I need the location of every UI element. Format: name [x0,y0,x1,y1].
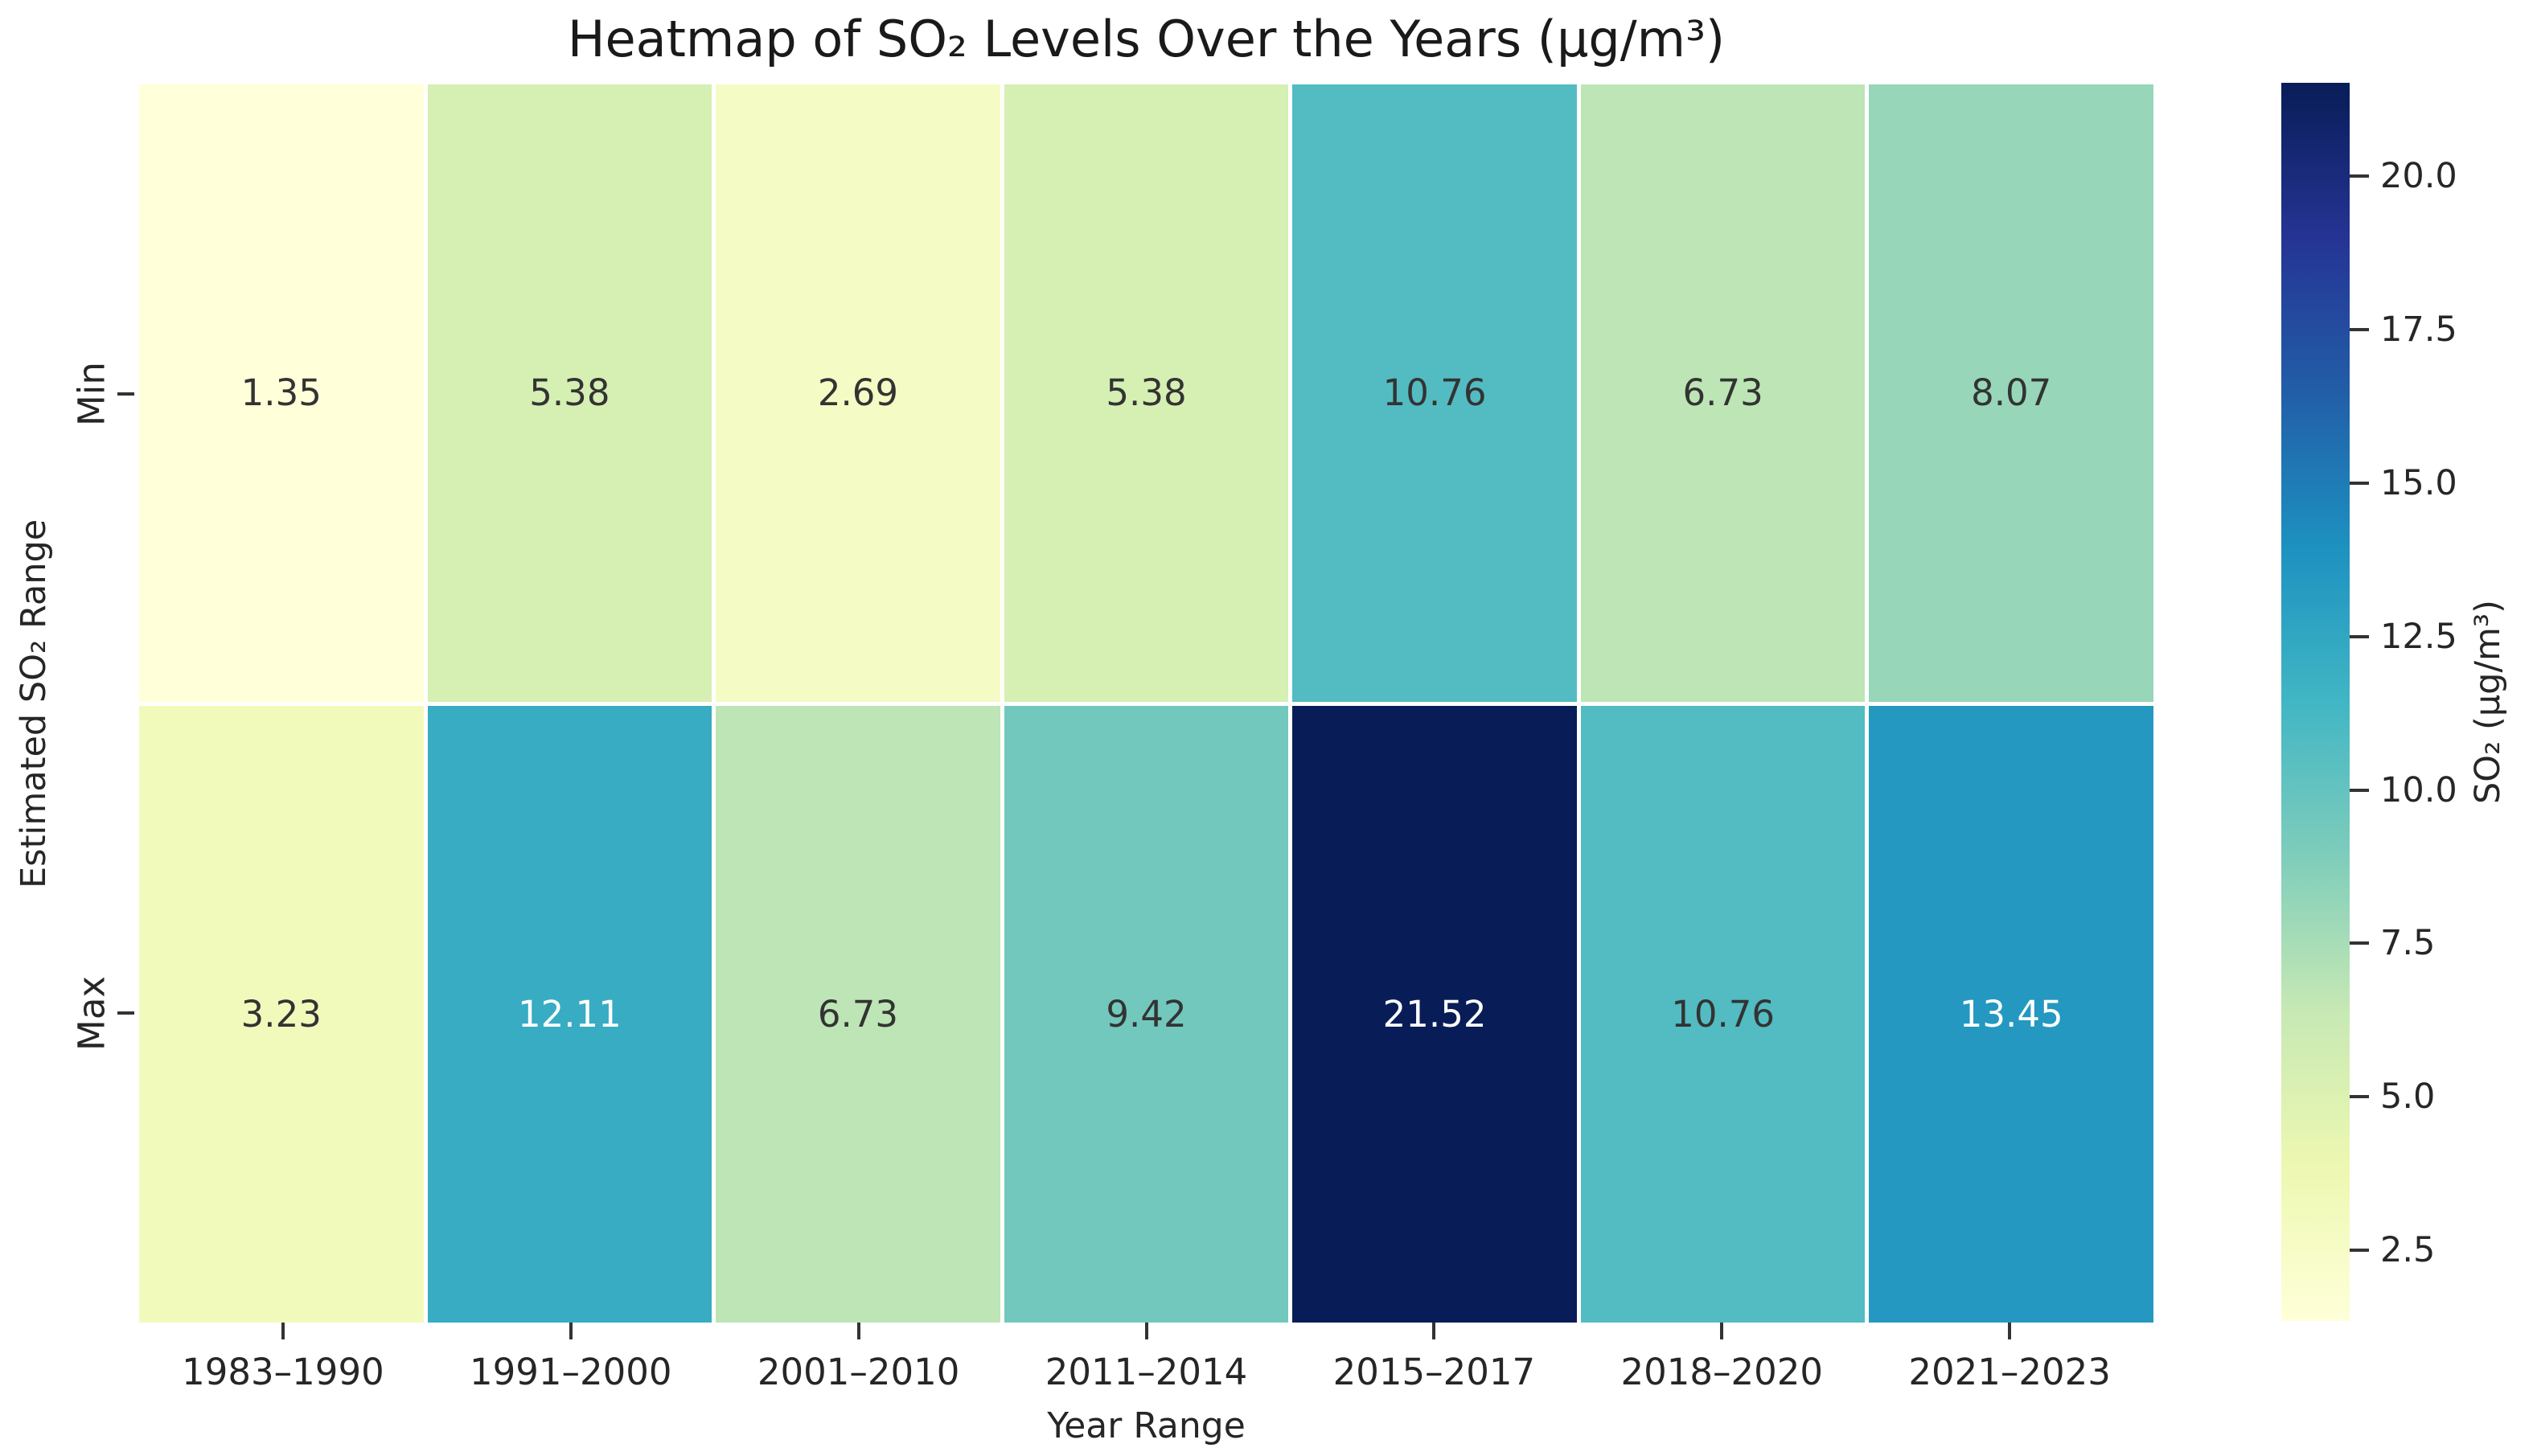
x-tick-label: 2018–2020 [1620,1351,1823,1393]
heatmap-cell-max-2015-2017: 21.52 [1292,705,1577,1323]
colorbar-tick-mark [2350,941,2369,945]
colorbar-tick-mark [2350,1249,2369,1253]
heatmap-cell-max-2021-2023: 13.45 [1869,705,2153,1323]
heatmap-cell-min-2018-2020: 6.73 [1580,84,1866,702]
colorbar-tick: 5.0 [2350,1077,2435,1117]
x-tick: 1991–2000 [427,1323,715,1393]
x-tick: 2021–2023 [1866,1323,2153,1393]
colorbar-tick: 2.5 [2350,1230,2435,1270]
heatmap-grid: 1.35 5.38 2.69 5.38 10.76 6.73 8.07 3.23… [139,84,2153,1323]
y-tick-label-max: Max [70,975,113,1051]
heatmap-cell-min-2011-2014: 5.38 [1004,84,1289,702]
x-tick-label: 2015–2017 [1332,1351,1536,1393]
x-tick: 2018–2020 [1578,1323,1866,1393]
colorbar-tick-label: 12.5 [2380,616,2457,657]
colorbar-tick: 12.5 [2350,617,2457,657]
y-axis-label: Estimated SO₂ Range [14,519,54,888]
x-tick-mark [1720,1323,1724,1339]
x-tick-label: 2011–2014 [1045,1351,1248,1393]
y-tick-mark [117,1011,134,1015]
heatmap-cell-max-2018-2020: 10.76 [1580,705,1866,1323]
heatmap-cell-min-1983-1990: 1.35 [139,84,424,702]
x-tick: 2011–2014 [1003,1323,1291,1393]
colorbar: 2.5 5.0 7.5 10.0 12.5 15.0 17.5 20.0 [2281,83,2457,1321]
colorbar-tick-label: 20.0 [2380,156,2457,197]
colorbar-tick: 17.5 [2350,310,2457,350]
x-tick-label: 1991–2000 [470,1351,672,1393]
heatmap-cell-min-2001-2010: 2.69 [716,84,1000,702]
heatmap-cell-min-2021-2023: 8.07 [1869,84,2153,702]
heatmap-cell-min-2015-2017: 10.76 [1292,84,1577,702]
x-axis-label: Year Range [1047,1405,1246,1446]
heatmap-cell-max-1991-2000: 12.11 [427,705,712,1323]
x-tick-mark [856,1323,860,1339]
colorbar-tick-mark [2350,481,2369,485]
colorbar-tick-label: 17.5 [2380,309,2457,350]
heatmap-cell-max-2011-2014: 9.42 [1004,705,1289,1323]
colorbar-tick: 10.0 [2350,770,2457,810]
colorbar-tick-mark [2350,174,2369,178]
x-tick-label: 1983–1990 [182,1351,384,1393]
heatmap-cell-max-2001-2010: 6.73 [716,705,1000,1323]
colorbar-tick-label: 7.5 [2380,923,2436,964]
x-tick: 2001–2010 [715,1323,1003,1393]
x-tick-mark [281,1323,285,1339]
colorbar-tick-mark [2350,1095,2369,1099]
x-axis-ticks: 1983–1990 1991–2000 2001–2010 2011–2014 … [139,1323,2153,1393]
x-tick: 2015–2017 [1290,1323,1578,1393]
colorbar-label: SO₂ (μg/m³) [2468,600,2508,804]
chart-title: Heatmap of SO₂ Levels Over the Years (μg… [567,10,1726,68]
colorbar-tick-mark [2350,634,2369,638]
x-tick-label: 2021–2023 [1908,1351,2111,1393]
colorbar-tick: 20.0 [2350,156,2457,196]
colorbar-tick: 7.5 [2350,923,2435,963]
x-tick-label: 2001–2010 [757,1351,960,1393]
heatmap-cell-min-1991-2000: 5.38 [427,84,712,702]
colorbar-gradient [2281,83,2350,1321]
colorbar-tick-mark [2350,788,2369,792]
heatmap-cell-max-1983-1990: 3.23 [139,705,424,1323]
x-tick-mark [2008,1323,2012,1339]
colorbar-tick-label: 10.0 [2380,769,2457,810]
colorbar-tick-label: 5.0 [2380,1077,2436,1118]
colorbar-tick: 15.0 [2350,463,2457,503]
x-tick-mark [1432,1323,1436,1339]
x-tick-mark [569,1323,573,1339]
colorbar-tick-mark [2350,327,2369,331]
x-tick: 1983–1990 [139,1323,427,1393]
y-tick-mark [117,392,134,396]
colorbar-tick-label: 15.0 [2380,462,2457,503]
y-tick-label-min: Min [70,362,113,426]
colorbar-tick-label: 2.5 [2380,1230,2436,1271]
x-tick-mark [1144,1323,1148,1339]
